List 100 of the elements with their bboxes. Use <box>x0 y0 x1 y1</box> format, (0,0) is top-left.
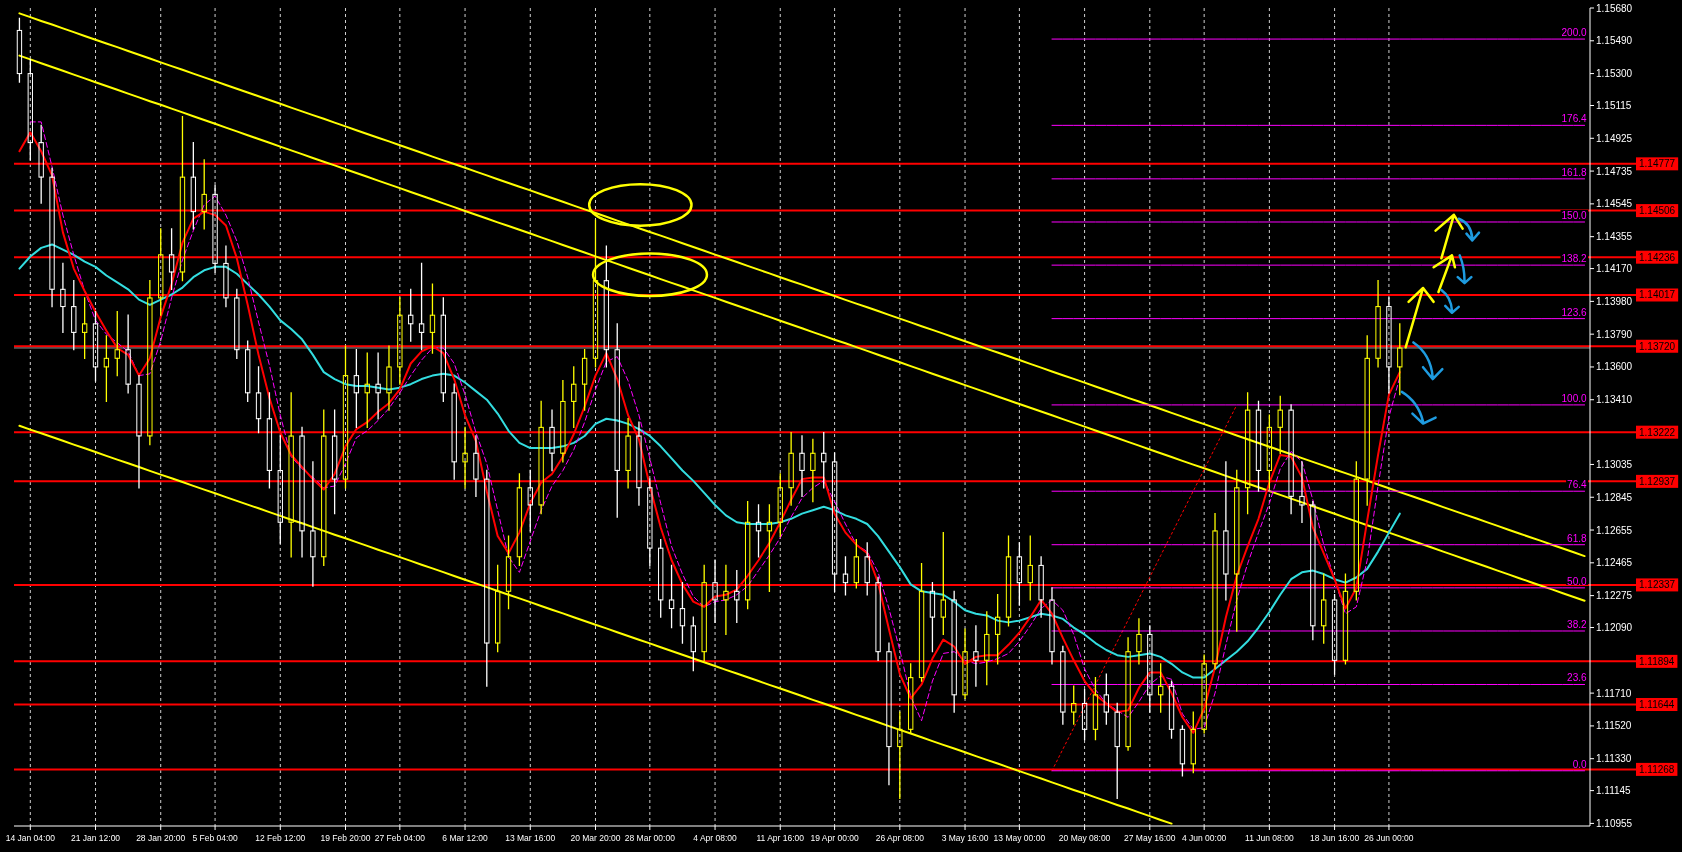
candlestick <box>1212 512 1218 670</box>
candlestick <box>277 435 283 544</box>
candlestick <box>92 311 99 382</box>
y-tick-label: 1.12275 <box>1596 590 1633 602</box>
x-tick-label: 13 May 00:00 <box>993 833 1046 843</box>
candlestick <box>527 469 533 532</box>
candlestick <box>810 438 816 503</box>
candlestick <box>777 473 783 537</box>
series-label: 200.0 <box>1561 27 1587 39</box>
candlestick <box>549 409 555 472</box>
x-tick-label: 19 Apr 00:00 <box>810 833 859 843</box>
candlestick <box>668 564 675 629</box>
candlestick <box>201 159 207 230</box>
candlestick <box>1005 535 1012 627</box>
candlestick <box>223 245 229 308</box>
candlestick <box>342 345 349 489</box>
series-label: 176.4 <box>1561 113 1587 125</box>
candlestick <box>1386 297 1392 394</box>
y-tick-label: 1.13035 <box>1596 458 1633 470</box>
candlestick <box>723 564 729 636</box>
candlestick <box>734 569 740 624</box>
y-tick-label: 1.14925 <box>1596 132 1633 144</box>
candlestick <box>1255 400 1262 492</box>
y-tick-label: 1.11710 <box>1596 687 1632 699</box>
candlestick <box>1103 673 1110 725</box>
candlestick <box>158 228 164 316</box>
x-tick-label: 11 Apr 16:00 <box>756 833 805 843</box>
candlestick <box>27 59 33 161</box>
candlestick <box>331 409 338 515</box>
candlestick <box>994 594 1001 665</box>
x-tick-label: 14 Jan 04:00 <box>5 833 56 843</box>
candlestick <box>81 297 88 359</box>
x-tick-label: 26 Jun 00:00 <box>1364 833 1414 843</box>
candlestick <box>1321 573 1327 644</box>
candlestick <box>440 297 446 403</box>
x-tick-label: 4 Apr 08:00 <box>693 833 738 843</box>
ref-line-label: 1.13720 <box>1639 340 1676 352</box>
line-series <box>18 424 1173 825</box>
series-label: 161.8 <box>1561 166 1587 178</box>
y-tick-label: 1.13980 <box>1596 295 1633 307</box>
candlestick <box>212 185 218 273</box>
candlestick <box>114 311 120 377</box>
candlestick <box>60 262 66 334</box>
candlestick <box>831 452 838 592</box>
series-label: 50.0 <box>1567 575 1587 587</box>
series-label: 0.0 <box>1572 758 1587 770</box>
candlestick <box>951 590 957 713</box>
candlestick <box>603 245 610 368</box>
candlestick <box>1125 637 1131 751</box>
x-tick-label: 13 Mar 16:00 <box>505 833 556 843</box>
y-tick-label: 1.15300 <box>1596 68 1633 80</box>
candlestick <box>353 349 360 428</box>
x-tick-label: 12 Feb 12:00 <box>255 833 306 843</box>
candlestick <box>799 435 805 498</box>
series-label: 61.8 <box>1567 532 1587 544</box>
candlestick <box>1060 645 1066 725</box>
candlestick <box>658 538 664 618</box>
candlestick <box>918 563 925 682</box>
candlestick <box>1266 414 1273 489</box>
ref-line-label: 1.11894 <box>1639 655 1675 667</box>
candlestick <box>16 17 23 83</box>
y-tick-label: 1.12465 <box>1596 557 1633 569</box>
candlestick <box>462 426 468 489</box>
candlestick <box>505 535 512 610</box>
y-tick-label: 1.13410 <box>1596 394 1633 406</box>
candlestick <box>1136 618 1142 665</box>
candlestick <box>1331 594 1338 675</box>
candlestick <box>1244 392 1251 515</box>
ref-line-label: 1.13222 <box>1639 426 1676 438</box>
candlestick <box>571 366 577 428</box>
candlestick <box>1092 676 1099 741</box>
x-tick-label: 6 Mar 12:00 <box>442 833 489 843</box>
x-tick-label: 4 Jun 00:00 <box>1181 833 1227 843</box>
y-tick-label: 1.15115 <box>1596 100 1632 111</box>
y-tick-label: 1.12845 <box>1596 491 1633 503</box>
candlestick <box>766 504 773 592</box>
series-label: 23.6 <box>1567 672 1587 684</box>
candlestick <box>712 559 718 624</box>
x-tick-label: 27 May 16:00 <box>1124 833 1176 843</box>
x-tick-label: 3 May 16:00 <box>941 833 989 843</box>
line-series <box>18 243 1401 679</box>
candlestick <box>310 461 316 587</box>
candlestick <box>299 426 305 558</box>
y-tick-label: 1.11145 <box>1596 785 1632 797</box>
y-tick-label: 1.10955 <box>1596 817 1633 829</box>
candlestick <box>1342 573 1349 665</box>
candlestick <box>1288 404 1294 515</box>
y-tick-label: 1.13600 <box>1596 361 1633 373</box>
candlestick <box>103 335 110 403</box>
ref-line-label: 1.14506 <box>1639 205 1676 217</box>
candlestick <box>821 431 827 489</box>
candlestick <box>636 421 642 506</box>
candlestick <box>418 262 425 351</box>
candlestick <box>755 504 762 558</box>
x-tick-label: 21 Jan 12:00 <box>70 833 121 843</box>
candlestick <box>266 392 273 489</box>
candlestick <box>1027 535 1033 601</box>
x-tick-label: 26 Apr 08:00 <box>875 833 925 843</box>
candlestick <box>853 538 860 589</box>
y-tick-label: 1.14735 <box>1596 165 1633 177</box>
